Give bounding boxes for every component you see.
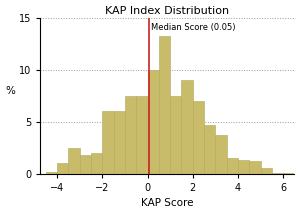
Bar — [91, 153, 102, 174]
Bar — [260, 168, 272, 174]
Bar — [125, 96, 136, 174]
Bar — [102, 111, 114, 174]
Bar — [170, 96, 182, 174]
X-axis label: KAP Score: KAP Score — [141, 198, 194, 208]
Bar — [215, 135, 227, 174]
Bar — [136, 96, 148, 174]
Bar — [227, 158, 238, 174]
Bar — [193, 101, 204, 174]
Y-axis label: %: % — [6, 86, 15, 96]
Title: KAP Index Distribution: KAP Index Distribution — [105, 6, 230, 16]
Bar — [238, 160, 249, 174]
Bar — [68, 148, 80, 174]
Bar — [57, 163, 68, 174]
Bar — [148, 70, 159, 174]
Bar — [159, 36, 170, 174]
Bar — [46, 172, 57, 174]
Text: Median Score (0.05): Median Score (0.05) — [152, 23, 236, 32]
Bar — [182, 80, 193, 174]
Bar — [114, 111, 125, 174]
Bar — [80, 155, 91, 174]
Bar — [272, 173, 283, 174]
Bar — [204, 125, 215, 174]
Bar — [249, 161, 260, 174]
Bar — [283, 173, 294, 174]
